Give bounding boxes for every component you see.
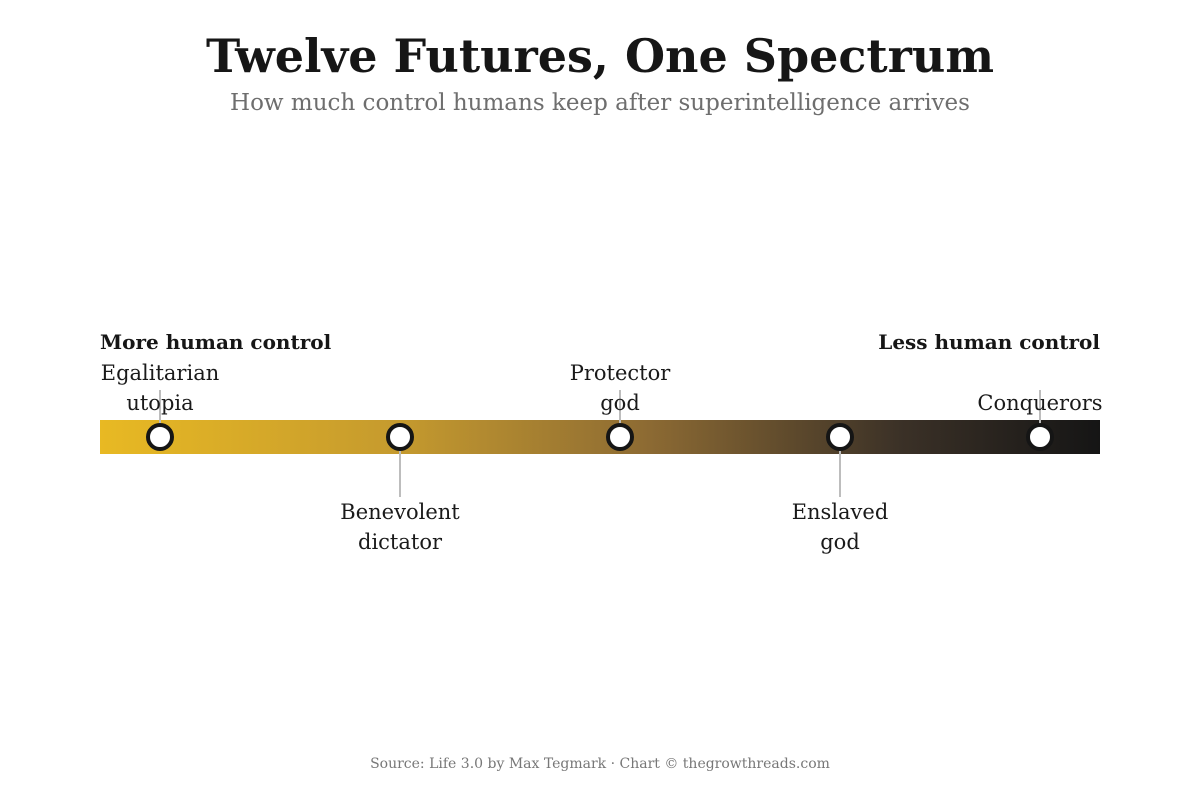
source-credit: Source: Life 3.0 by Max Tegmark · Chart …	[370, 756, 830, 772]
connector-enslaved-god	[839, 437, 841, 497]
scenario-label-line: god	[820, 530, 860, 554]
scenario-marker-benevolent-dictator	[386, 423, 414, 451]
scenario-label-line: god	[600, 391, 640, 415]
axis-end-label-less-control: Less human control	[878, 330, 1100, 354]
scenario-label-line: utopia	[126, 391, 194, 415]
spectrum-gradient-bar	[100, 420, 1100, 454]
scenario-label-line: Conquerors	[977, 391, 1103, 415]
scenario-label-benevolent-dictator: Benevolent dictator	[290, 497, 510, 557]
connector-protector-god	[619, 390, 621, 437]
scenario-label-egalitarian-utopia: Egalitarian utopia	[50, 358, 270, 418]
scenario-marker-protector-god	[606, 423, 634, 451]
axis-end-label-more-control: More human control	[100, 330, 332, 354]
scenario-label-conquerors: Conquerors	[930, 388, 1150, 418]
chart-subtitle: How much control humans keep after super…	[230, 90, 970, 116]
scenario-label-line: dictator	[358, 530, 442, 554]
scenario-label-protector-god: Protector god	[510, 358, 730, 418]
connector-conquerors	[1039, 390, 1041, 437]
connector-benevolent-dictator	[399, 437, 401, 497]
scenario-marker-enslaved-god	[826, 423, 854, 451]
scenario-marker-conquerors	[1026, 423, 1054, 451]
chart-title: Twelve Futures, One Spectrum	[206, 29, 994, 83]
scenario-label-line: Protector	[569, 361, 671, 385]
scenario-label-line: Enslaved	[791, 500, 889, 524]
scenario-label-line: Benevolent	[340, 500, 460, 524]
scenario-label-enslaved-god: Enslaved god	[730, 497, 950, 557]
scenario-marker-egalitarian-utopia	[146, 423, 174, 451]
scenario-label-line: Egalitarian	[100, 361, 220, 385]
connector-egalitarian-utopia	[159, 390, 161, 437]
